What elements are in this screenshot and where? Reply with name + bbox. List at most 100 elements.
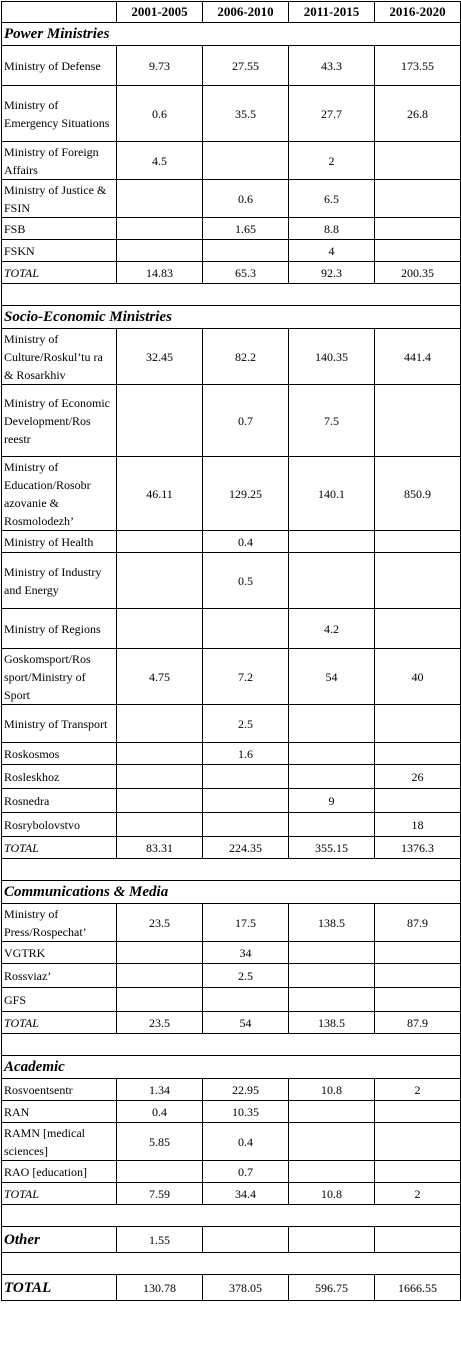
spacer-cell	[1, 858, 461, 881]
value-cell: 8.8	[288, 217, 375, 240]
value-cell: 27.55	[202, 45, 289, 86]
table-row: Ministry of Foreign Affairs 4.5 2	[1, 141, 461, 180]
value-cell: 9	[288, 788, 375, 813]
header-corner-cell	[1, 1, 117, 23]
table-row: Ministry of Education/Rosobr azovanie & …	[1, 456, 461, 531]
value-cell: 1666.55	[374, 1274, 461, 1301]
value-cell	[374, 1122, 461, 1161]
value-cell: 2	[374, 1078, 461, 1101]
value-cell	[374, 179, 461, 218]
value-cell: 34.4	[202, 1182, 289, 1205]
row-label: TOTAL	[1, 1274, 117, 1301]
value-cell: 14.83	[116, 261, 203, 284]
value-cell	[288, 1160, 375, 1183]
row-label: Goskomsport/Ros sport/Ministry of Sport	[1, 648, 117, 705]
value-cell: 0.7	[202, 1160, 289, 1183]
table-row: Ministry of Defense 9.73 27.55 43.3 173.55	[1, 45, 461, 86]
value-cell: 0.6	[116, 85, 203, 142]
value-cell: 0.4	[116, 1100, 203, 1123]
section-header-row: Communications & Media	[1, 880, 461, 904]
value-cell: 138.5	[288, 1011, 375, 1034]
spacer-cell	[1, 283, 461, 306]
value-cell: 140.1	[288, 456, 375, 531]
value-cell: 129.25	[202, 456, 289, 531]
section-total-row: TOTAL 7.59 34.4 10.8 2	[1, 1182, 461, 1205]
value-cell: 23.5	[116, 1011, 203, 1034]
value-cell	[116, 764, 203, 789]
value-cell: 850.9	[374, 456, 461, 531]
row-label: RAMN [medical sciences]	[1, 1122, 117, 1161]
value-cell: 46.11	[116, 456, 203, 531]
value-cell: 40	[374, 648, 461, 705]
grand-total-row: TOTAL 130.78 378.05 596.75 1666.55	[1, 1274, 461, 1301]
table-row: Rosrybolovstvo 18	[1, 812, 461, 837]
value-cell: 82.2	[202, 328, 289, 385]
row-label: Ministry of Press/Rospechat’	[1, 903, 117, 942]
value-cell: 17.5	[202, 903, 289, 942]
value-cell: 92.3	[288, 261, 375, 284]
value-cell	[288, 704, 375, 743]
section-title: Power Ministries	[1, 22, 461, 46]
value-cell: 441.4	[374, 328, 461, 385]
value-cell	[116, 704, 203, 743]
table-row: Ministry of Transport 2.5	[1, 704, 461, 743]
spacer-cell	[1, 1204, 461, 1227]
value-cell	[288, 1226, 375, 1253]
section-title: Socio-Economic Ministries	[1, 305, 461, 329]
table-body: Power Ministries Ministry of Defense 9.73 2…	[1, 22, 461, 1301]
value-cell	[116, 941, 203, 964]
row-label: VGTRK	[1, 941, 117, 964]
table-row: Rosvoentsentr 1.34 22.95 10.8 2	[1, 1078, 461, 1101]
header-period-2011-2015: 2011-2015	[288, 1, 375, 23]
value-cell: 140.35	[288, 328, 375, 385]
table-row: RAO [education] 0.7	[1, 1160, 461, 1183]
table-row: Rosnedra 9	[1, 788, 461, 813]
row-label: Rosleskhoz	[1, 764, 117, 789]
value-cell	[374, 1160, 461, 1183]
section-header-row: Academic	[1, 1055, 461, 1079]
value-cell	[374, 704, 461, 743]
value-cell: 32.45	[116, 328, 203, 385]
value-cell: 4.75	[116, 648, 203, 705]
value-cell: 173.55	[374, 45, 461, 86]
value-cell	[202, 987, 289, 1012]
spacer-row	[1, 1204, 461, 1227]
value-cell	[288, 552, 375, 609]
value-cell	[116, 239, 203, 262]
value-cell: 138.5	[288, 903, 375, 942]
value-cell	[288, 941, 375, 964]
value-cell	[288, 1122, 375, 1161]
value-cell: 596.75	[288, 1274, 375, 1301]
value-cell	[116, 217, 203, 240]
table-row: Ministry of Culture/Roskul’tu ra & Rosar…	[1, 328, 461, 385]
other-row: Other 1.55	[1, 1226, 461, 1253]
value-cell: 7.2	[202, 648, 289, 705]
section-title: Communications & Media	[1, 880, 461, 904]
table-row: FSKN 4	[1, 239, 461, 262]
table-row: RAMN [medical sciences] 5.85 0.4	[1, 1122, 461, 1161]
value-cell: 0.6	[202, 179, 289, 218]
row-label: Ministry of Defense	[1, 45, 117, 86]
row-label: Ministry of Emergency Situations	[1, 85, 117, 142]
value-cell: 9.73	[116, 45, 203, 86]
row-label: Roskosmos	[1, 742, 117, 765]
row-label: Ministry of Industry and Energy	[1, 552, 117, 609]
value-cell: 10.8	[288, 1182, 375, 1205]
spacer-row	[1, 858, 461, 881]
value-cell: 2.5	[202, 704, 289, 743]
table-row: GFS	[1, 987, 461, 1012]
value-cell: 1.6	[202, 742, 289, 765]
value-cell	[116, 384, 203, 457]
value-cell: 0.7	[202, 384, 289, 457]
header-period-2001-2005: 2001-2005	[116, 1, 203, 23]
row-label: Rossviaz’	[1, 963, 117, 988]
header-period-2006-2010: 2006-2010	[202, 1, 289, 23]
table-row: Ministry of Health 0.4	[1, 530, 461, 553]
value-cell: 54	[288, 648, 375, 705]
section-total-row: TOTAL 23.5 54 138.5 87.9	[1, 1011, 461, 1034]
table-row: Goskomsport/Ros sport/Ministry of Sport 4…	[1, 648, 461, 705]
row-label: Ministry of Transport	[1, 704, 117, 743]
row-label: TOTAL	[1, 1011, 117, 1034]
value-cell: 355.15	[288, 836, 375, 859]
value-cell: 2	[374, 1182, 461, 1205]
